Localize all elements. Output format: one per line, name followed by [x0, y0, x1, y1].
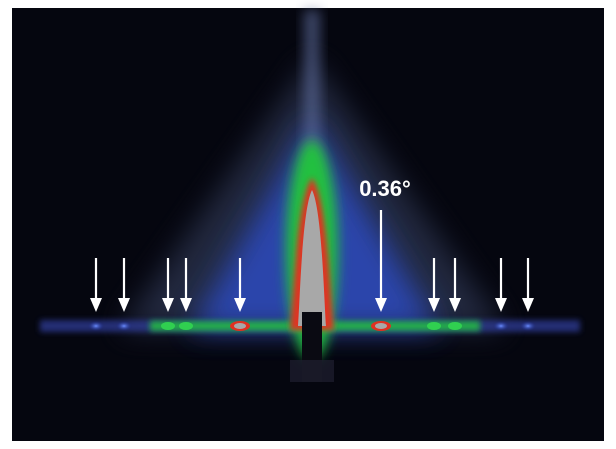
- scattering-image: 0.36°: [0, 0, 616, 449]
- angle-annotation: 0.36°: [359, 176, 411, 201]
- page: 0.36° (() => { const data = JSON.parse(d…: [0, 0, 616, 449]
